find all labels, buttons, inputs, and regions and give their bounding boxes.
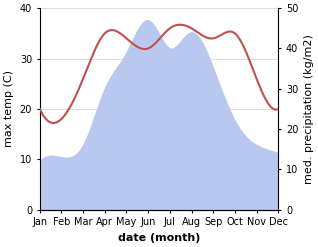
Y-axis label: max temp (C): max temp (C): [4, 70, 14, 147]
X-axis label: date (month): date (month): [118, 233, 200, 243]
Y-axis label: med. precipitation (kg/m2): med. precipitation (kg/m2): [304, 34, 314, 184]
